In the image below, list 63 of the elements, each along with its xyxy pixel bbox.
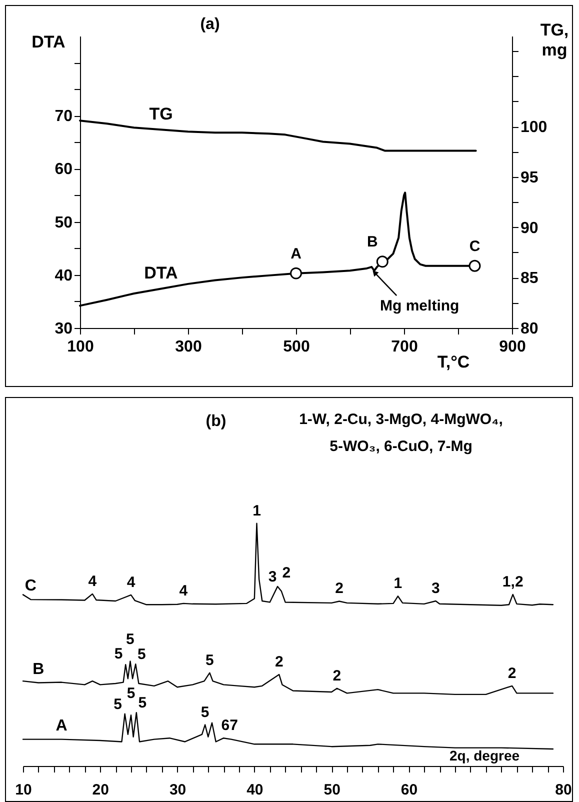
x-axis-title: T,°C (437, 352, 470, 372)
x-tick-label: 30 (169, 782, 186, 798)
y2-tick-label: 100 (520, 119, 548, 136)
series-label: A (56, 717, 68, 734)
annotation: 3 (268, 568, 277, 586)
x-tick-label: 60 (400, 782, 418, 798)
y-tick-label: 60 (54, 161, 73, 178)
x-tick-label: 900 (499, 338, 526, 356)
x-tick-label: 100 (67, 338, 94, 356)
point (376, 256, 388, 268)
series-label: TG (149, 104, 173, 124)
annotation: A (290, 245, 302, 262)
point (468, 260, 481, 272)
y2-tick-label: 95 (520, 169, 538, 186)
annotation: 5 (114, 646, 123, 663)
y2-tick-label: 90 (520, 220, 538, 237)
annotation: C (469, 238, 480, 255)
y-tick-label: 50 (54, 214, 73, 232)
annotation: 2 (274, 654, 284, 671)
annotation: 4 (126, 574, 136, 591)
annotation: 3 (432, 580, 440, 597)
x-tick-label: 10 (15, 782, 32, 798)
y2-tick-label: 80 (520, 320, 538, 338)
x-tick-label: 20 (92, 782, 109, 798)
x-tick-label: 700 (391, 338, 418, 356)
annotation: 67 (221, 717, 238, 734)
series-label: DTA (144, 264, 178, 283)
y-tick-label: 70 (54, 108, 73, 126)
chart-title: (b) (206, 413, 226, 430)
x-tick-label: 80 (555, 782, 572, 798)
y-tick-label: 40 (54, 267, 73, 284)
annotation: 4 (88, 572, 98, 590)
y-tick-label: 30 (54, 320, 73, 338)
annotation: 2 (508, 664, 516, 682)
annotation: 5 (126, 685, 136, 702)
x-axis-title: 2q, degree (449, 748, 520, 764)
annotation: 5 (206, 652, 214, 669)
annotation: 5 (138, 694, 147, 712)
annotation: 2 (332, 667, 342, 684)
x-tick-label: 500 (283, 338, 310, 356)
annotation: 5 (114, 696, 122, 713)
text: 1-W, 2-Cu, 3-MgO, 4-MgWO₄, 5-WO₃, 6-CuO, 7-Mg (299, 411, 503, 455)
annotation: 4 (179, 582, 188, 600)
annotation: 5 (126, 631, 134, 648)
chart-title: (a) (200, 16, 220, 33)
x-tick-label: 300 (175, 338, 202, 356)
series-label: C (24, 578, 37, 595)
annotation: 1,2 (502, 573, 524, 590)
point (290, 267, 302, 280)
annotation: 2 (282, 564, 291, 582)
series-label: B (32, 660, 44, 678)
annotation: 2 (335, 580, 344, 598)
y2-tick-label: 85 (520, 270, 538, 288)
annotation: 1 (252, 502, 261, 520)
annotation: 5 (200, 704, 210, 721)
x-tick-label: 40 (246, 782, 264, 798)
annotation: Mg melting (380, 298, 460, 315)
annotation: 1 (394, 575, 402, 592)
y2-axis-title: TG, mg (540, 20, 569, 60)
annotation: 5 (137, 646, 146, 664)
annotation: B (366, 234, 378, 251)
x-tick-label: 50 (324, 782, 340, 798)
y-axis-title: DTA (32, 32, 66, 52)
